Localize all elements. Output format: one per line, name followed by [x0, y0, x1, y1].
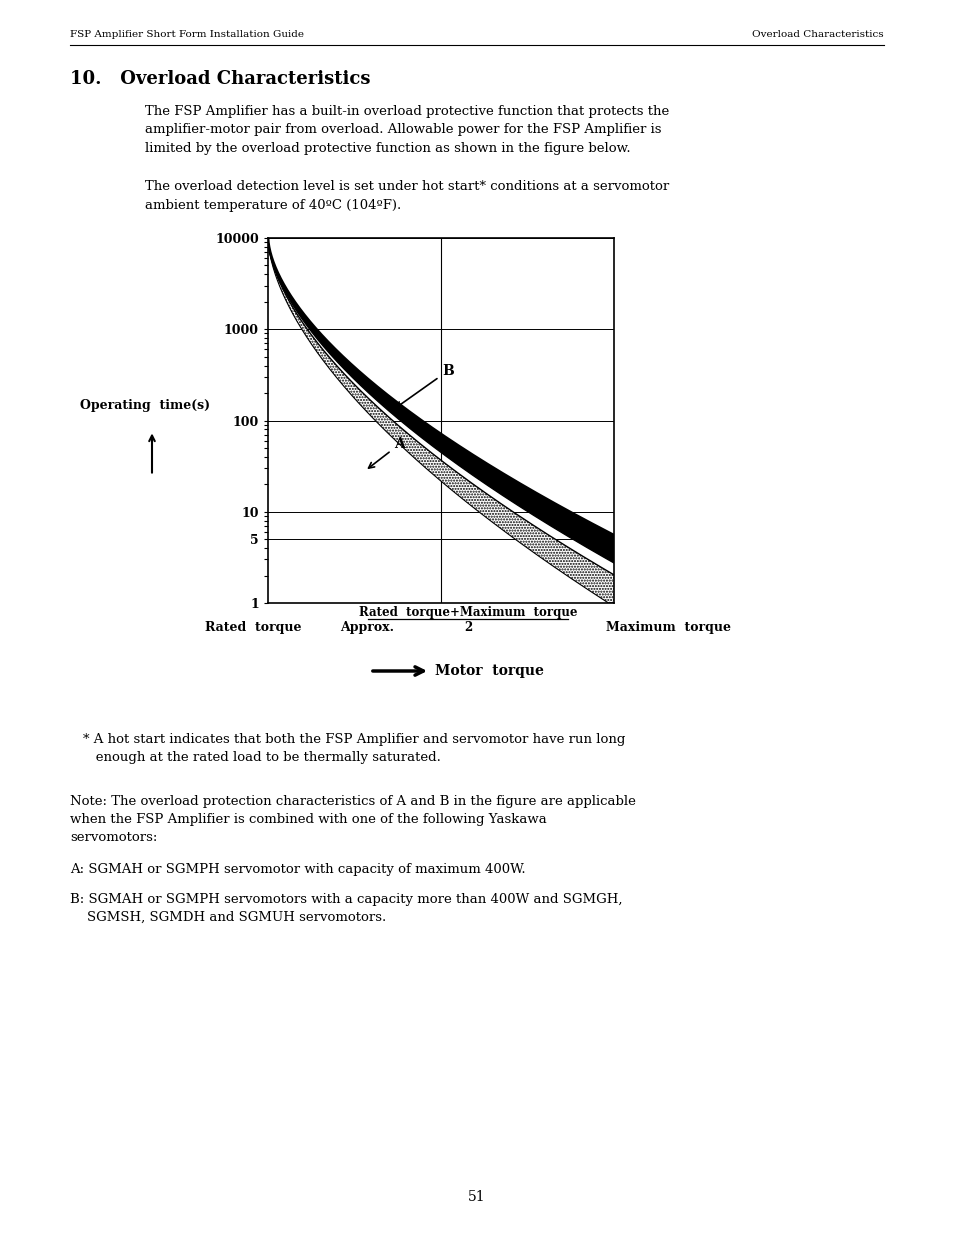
- Text: Operating  time(s): Operating time(s): [80, 399, 210, 412]
- Text: The overload detection level is set under hot start* conditions at a servomotor
: The overload detection level is set unde…: [145, 180, 669, 211]
- Text: 10.   Overload Characteristics: 10. Overload Characteristics: [70, 70, 370, 88]
- Text: Maximum  torque: Maximum torque: [606, 621, 731, 634]
- Text: B: SGMAH or SGMPH servomotors with a capacity more than 400W and SGMGH,
    SGMS: B: SGMAH or SGMPH servomotors with a cap…: [70, 893, 622, 924]
- Text: B: B: [395, 364, 454, 408]
- Text: A: A: [368, 437, 404, 468]
- Text: 51: 51: [468, 1191, 485, 1204]
- Text: Motor  torque: Motor torque: [435, 664, 543, 678]
- Text: Approx.: Approx.: [339, 621, 394, 634]
- Text: Overload Characteristics: Overload Characteristics: [752, 30, 883, 40]
- Text: Note: The overload protection characteristics of A and B in the figure are appli: Note: The overload protection characteri…: [70, 795, 636, 844]
- Text: Rated  torque: Rated torque: [205, 621, 301, 634]
- Text: Rated  torque+Maximum  torque: Rated torque+Maximum torque: [358, 606, 577, 619]
- Text: 2: 2: [463, 621, 472, 634]
- Text: The FSP Amplifier has a built-in overload protective function that protects the
: The FSP Amplifier has a built-in overloa…: [145, 105, 669, 156]
- Text: FSP Amplifier Short Form Installation Guide: FSP Amplifier Short Form Installation Gu…: [70, 30, 304, 40]
- Text: * A hot start indicates that both the FSP Amplifier and servomotor have run long: * A hot start indicates that both the FS…: [83, 734, 625, 764]
- Text: A: SGMAH or SGMPH servomotor with capacity of maximum 400W.: A: SGMAH or SGMPH servomotor with capaci…: [70, 863, 525, 876]
